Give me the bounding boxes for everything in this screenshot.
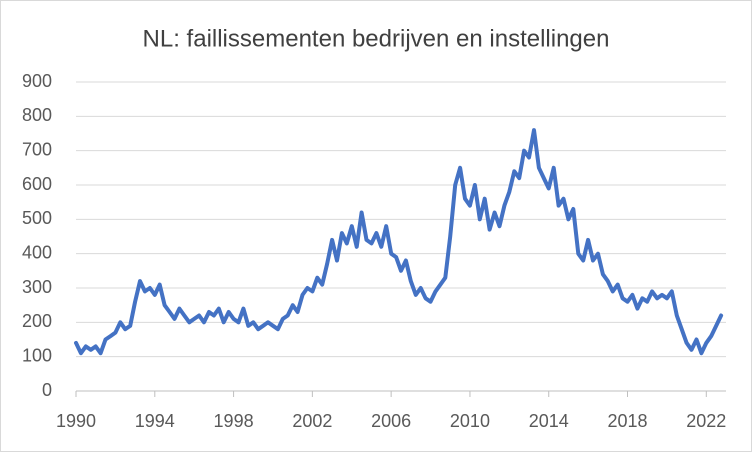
x-tick-label: 2010 — [450, 411, 490, 431]
x-tick-label: 2022 — [686, 411, 726, 431]
data-line — [74, 128, 724, 356]
y-tick-label: 700 — [22, 139, 52, 159]
x-tick-label: 1990 — [56, 411, 96, 431]
x-tick-label: 1998 — [214, 411, 254, 431]
y-tick-label: 300 — [22, 277, 52, 297]
y-tick-label: 100 — [22, 345, 52, 365]
y-tick-label: 200 — [22, 311, 52, 331]
x-tick-label: 2002 — [292, 411, 332, 431]
y-tick-label: 500 — [22, 208, 52, 228]
x-tick-label: 2014 — [529, 411, 569, 431]
x-tick-label: 2018 — [607, 411, 647, 431]
x-tick-label: 2006 — [371, 411, 411, 431]
y-tick-label: 400 — [22, 242, 52, 262]
y-tick-label: 900 — [22, 71, 52, 91]
y-tick-label: 800 — [22, 105, 52, 125]
x-tick-label: 1994 — [135, 411, 175, 431]
chart-title: NL: faillissementen bedrijven en instell… — [143, 25, 610, 52]
y-tick-label: 0 — [42, 380, 52, 400]
y-tick-label: 600 — [22, 174, 52, 194]
